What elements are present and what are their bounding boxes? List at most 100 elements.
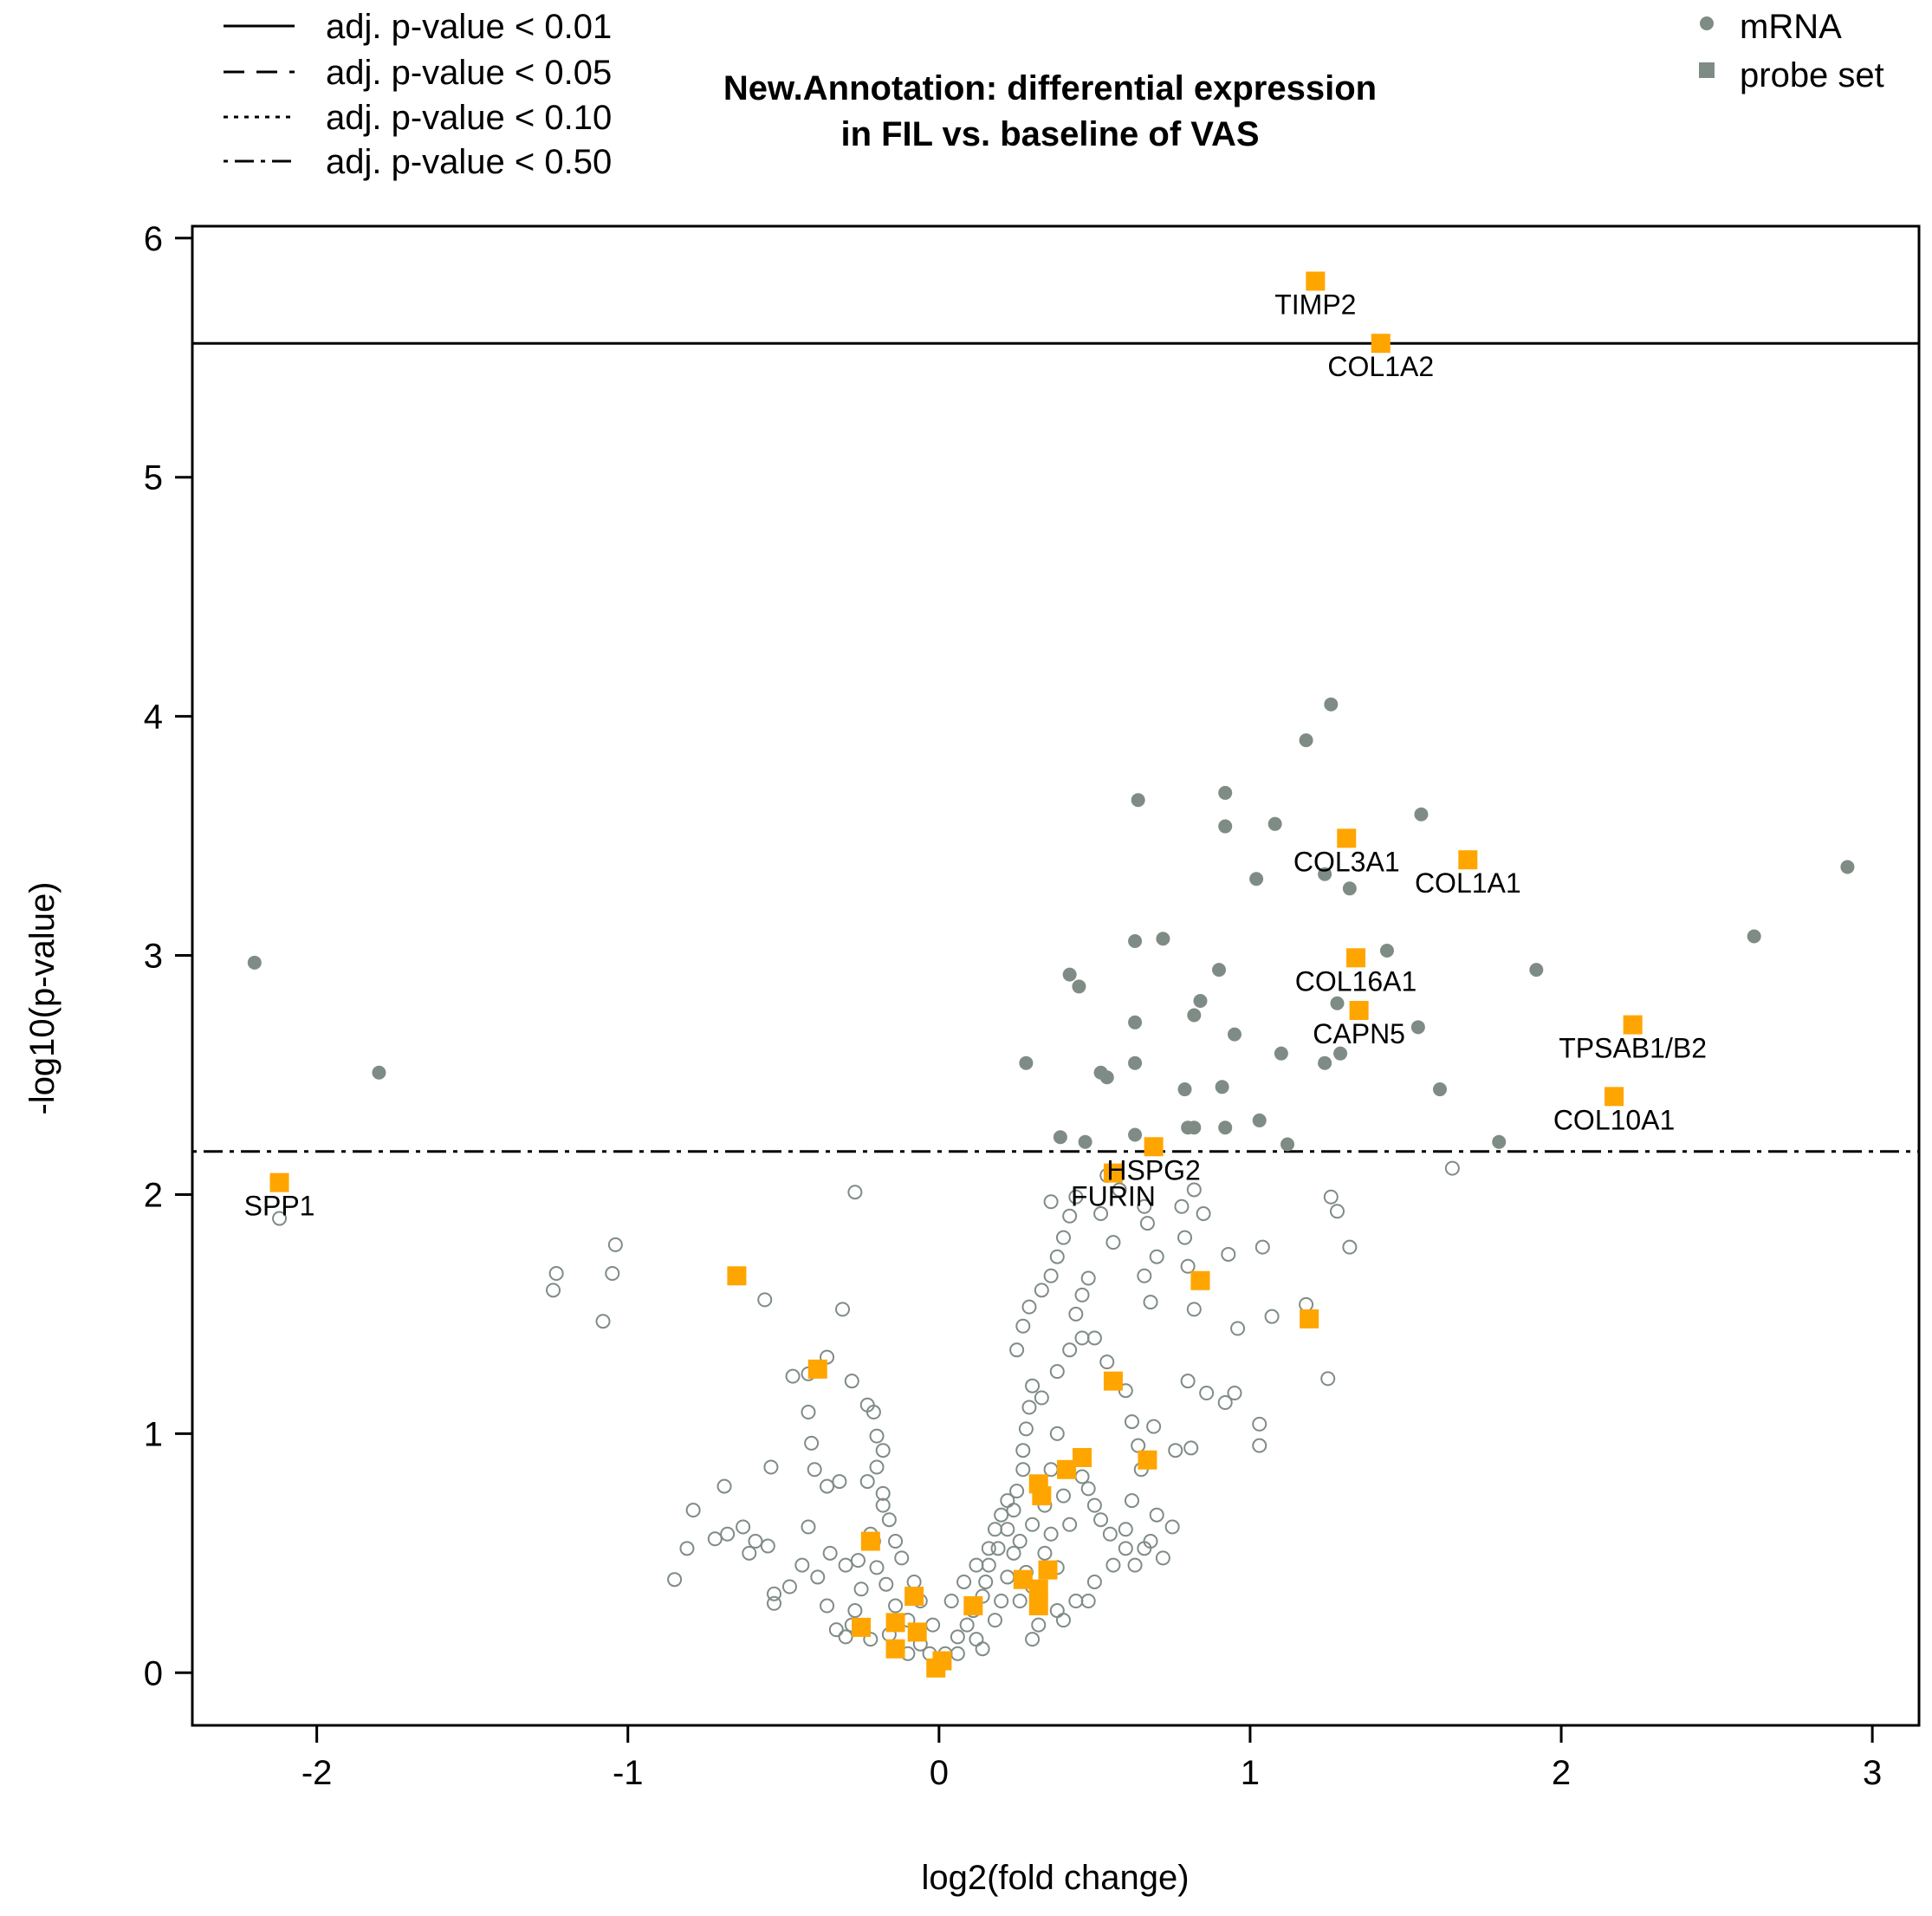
mrna-point-open xyxy=(1043,1526,1059,1542)
legend-label-mrna: mRNA xyxy=(1740,8,1842,46)
mrna-point-open xyxy=(847,1603,863,1619)
gene-label: TPSAB1/B2 xyxy=(1559,1033,1707,1064)
x-tick-label: 0 xyxy=(930,1754,949,1792)
mrna-point-open xyxy=(1264,1309,1280,1324)
mrna-point-open xyxy=(804,1435,820,1451)
mrna-point-filled xyxy=(247,955,262,970)
mrna-point-open xyxy=(1037,1545,1053,1561)
mrna-point-filled xyxy=(372,1065,386,1080)
mrna-point-filled xyxy=(1318,1055,1332,1070)
mrna-point-open xyxy=(987,1522,1002,1537)
mrna-point-open xyxy=(1006,1545,1021,1561)
mrna-point-filled xyxy=(1227,1027,1242,1042)
mrna-point-open xyxy=(975,1641,990,1657)
mrna-point-open xyxy=(1124,1414,1139,1430)
mrna-point-filled xyxy=(1342,881,1357,896)
mrna-point-open xyxy=(1068,1594,1084,1609)
probe-set-point xyxy=(1028,1596,1048,1616)
mrna-point-open xyxy=(1018,1421,1034,1437)
mrna-point-filled xyxy=(1215,1080,1229,1094)
mrna-point-open xyxy=(801,1405,816,1420)
mrna-point-open xyxy=(878,1576,894,1592)
mrna-point-open xyxy=(1015,1462,1031,1478)
mrna-point-open xyxy=(894,1550,910,1566)
mrna-point-open xyxy=(1080,1594,1096,1609)
mrna-point-open xyxy=(667,1572,683,1588)
mrna-point-filled xyxy=(1280,1137,1295,1152)
mrna-point-open xyxy=(1146,1419,1162,1434)
mrna-point-filled xyxy=(1177,1082,1192,1097)
mrna-point-filled xyxy=(1267,816,1282,831)
mrna-point-open xyxy=(1186,1182,1202,1198)
mrna-point-open xyxy=(1186,1302,1202,1317)
mrna-point-open xyxy=(794,1557,810,1573)
mrna-point-filled xyxy=(1019,1055,1034,1070)
mrna-point-open xyxy=(1118,1522,1133,1537)
mrna-point-open xyxy=(1177,1230,1193,1245)
probe-set-point xyxy=(1306,271,1326,291)
mrna-point-filled xyxy=(1062,967,1077,982)
mrna-point-open xyxy=(950,1629,965,1645)
mrna-point-filled xyxy=(1333,1046,1348,1061)
mrna-point-open xyxy=(994,1507,1009,1523)
probe-set-point xyxy=(1028,1579,1048,1599)
y-tick-label: 6 xyxy=(144,220,163,258)
probe-set-point xyxy=(269,1172,289,1192)
mrna-point-filled xyxy=(1330,996,1345,1010)
probe-set-point xyxy=(885,1639,905,1659)
mrna-point-open xyxy=(1043,1194,1059,1210)
probe-set-point xyxy=(1057,1459,1077,1479)
mrna-point-open xyxy=(981,1557,996,1573)
plot-frame xyxy=(191,224,1921,1727)
mrna-point-filled xyxy=(1274,1046,1288,1061)
mrna-point-filled xyxy=(1078,1134,1092,1149)
probe-set-point xyxy=(1337,828,1357,848)
x-tick-label: 1 xyxy=(1241,1754,1260,1792)
mrna-point-open xyxy=(1025,1517,1041,1532)
mrna-point-open xyxy=(810,1569,826,1585)
mrna-point-filled xyxy=(1414,807,1429,822)
mrna-point-open xyxy=(987,1613,1002,1628)
mrna-point-open xyxy=(1149,1507,1164,1523)
mrna-point-open xyxy=(1124,1493,1139,1509)
y-tick-label: 2 xyxy=(144,1176,163,1214)
axis-ticks: -2 -1 0 1 2 3 0 1 2 3 4 5 6 xyxy=(144,220,1883,1792)
mrna-point-open xyxy=(847,1185,863,1200)
mrna-point-open xyxy=(1174,1198,1190,1214)
x-tick-label: -2 xyxy=(301,1754,333,1792)
mrna-point-open xyxy=(1012,1534,1028,1549)
mrna-point-open xyxy=(959,1617,975,1633)
probe-set-point xyxy=(852,1617,872,1637)
mrna-point-open xyxy=(1043,1268,1059,1283)
mrna-point-open xyxy=(1000,1569,1015,1585)
mrna-point-open xyxy=(1000,1522,1015,1537)
mrna-point-open xyxy=(1137,1198,1152,1214)
mrna-point-open xyxy=(1043,1462,1059,1478)
mrna-point-filled xyxy=(1318,867,1332,881)
mrna-point-open xyxy=(548,1266,564,1282)
mrna-point-open xyxy=(888,1598,904,1614)
mrna-point-open xyxy=(1105,1557,1121,1573)
mrna-point-filled xyxy=(1249,872,1264,887)
probe-set-point xyxy=(1144,1137,1164,1157)
mrna-point-open xyxy=(1049,1364,1065,1380)
mrna-point-open xyxy=(1230,1321,1246,1336)
mrna-point-open xyxy=(850,1553,866,1569)
mrna-point-open xyxy=(1299,1296,1314,1312)
probe-set-point xyxy=(926,1658,946,1678)
mrna-point-open xyxy=(1034,1390,1049,1406)
mrna-point-open xyxy=(1086,1497,1102,1513)
mrna-point-open xyxy=(1074,1287,1090,1302)
legend-label-p005: adj. p-value < 0.05 xyxy=(326,54,612,92)
probe-set-point xyxy=(1038,1560,1058,1580)
mrna-point-open xyxy=(969,1557,984,1573)
chart-title-line2: in FIL vs. baseline of VAS xyxy=(840,115,1259,153)
mrna-point-open xyxy=(1199,1385,1215,1400)
mrna-point-open xyxy=(1062,1208,1078,1224)
mrna-point-open xyxy=(832,1474,847,1490)
mrna-point-open xyxy=(1093,1512,1109,1528)
mrna-point-open xyxy=(1127,1557,1143,1573)
gene-label: COL1A2 xyxy=(1327,351,1434,382)
probe-set-point xyxy=(860,1531,880,1551)
mrna-point-filled xyxy=(1324,697,1339,711)
